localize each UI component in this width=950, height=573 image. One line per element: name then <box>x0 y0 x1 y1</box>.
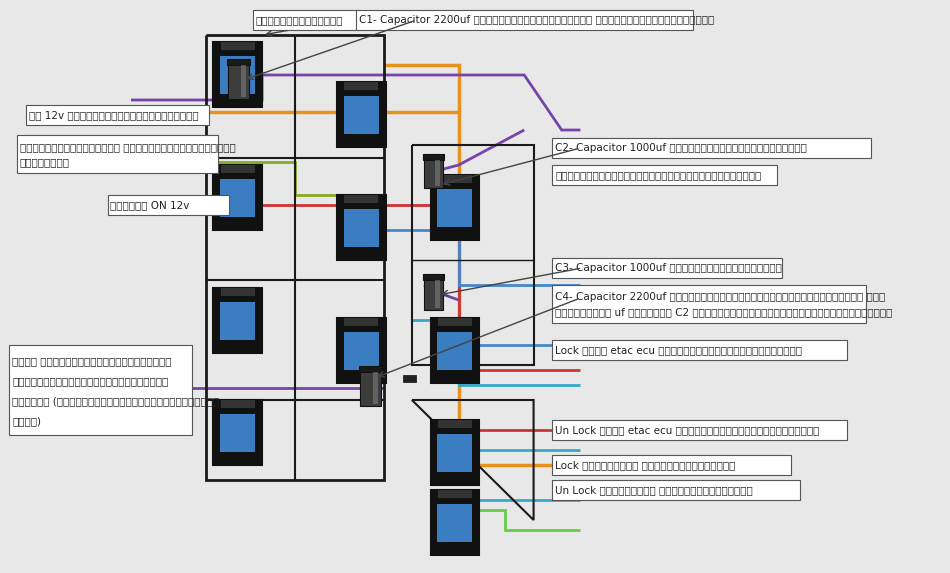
Text: ไฟ 12v ที่มีการจ่ายกระแสตลอด: ไฟ 12v ที่มีการจ่ายกระแสตลอด <box>29 110 199 120</box>
Text: Lock ชึ้งประตู จ่ายไฟชั่วครั้ง: Lock ชึ้งประตู จ่ายไฟชั่วครั้ง <box>555 460 735 470</box>
FancyBboxPatch shape <box>17 135 219 173</box>
FancyBboxPatch shape <box>253 10 360 30</box>
Bar <box>337 82 386 147</box>
Bar <box>438 318 472 326</box>
Bar <box>220 400 255 408</box>
Bar <box>337 195 386 260</box>
FancyBboxPatch shape <box>552 340 847 360</box>
Bar <box>227 59 250 65</box>
Text: ครับ): ครับ) <box>12 416 41 426</box>
Bar <box>423 154 444 160</box>
Text: ไม่ทำงาน: ไม่ทำงาน <box>20 158 69 167</box>
Bar <box>214 165 262 230</box>
Bar <box>430 420 480 485</box>
Bar <box>430 490 480 555</box>
Bar <box>435 160 440 186</box>
Bar <box>360 370 381 406</box>
FancyBboxPatch shape <box>10 345 192 435</box>
Text: C3- Capacitor 1000uf หน่วงเวลาประตูแง้ม: C3- Capacitor 1000uf หน่วงเวลาประตูแง้ม <box>555 263 782 273</box>
Bar <box>372 372 378 404</box>
Bar <box>435 280 440 308</box>
FancyBboxPatch shape <box>355 10 693 30</box>
Bar <box>437 434 472 472</box>
Text: กราวด์ลงตัวถัง: กราวด์ลงตัวถัง <box>256 15 343 25</box>
FancyBboxPatch shape <box>552 455 791 475</box>
Bar <box>438 175 472 183</box>
Bar <box>344 195 378 203</box>
Bar <box>430 318 480 383</box>
Text: C2- Capacitor 1000uf ทำหน้าที่อึดประตูประตู: C2- Capacitor 1000uf ทำหน้าที่อึดประตูปร… <box>555 143 807 153</box>
Bar <box>424 158 443 188</box>
Bar <box>437 504 472 542</box>
Text: ไดโอด์ป้องกันไม่ให้กระแสไฟไหลกลับ: ไดโอด์ป้องกันไม่ให้กระแสไฟไหลกลับ <box>555 170 761 180</box>
FancyBboxPatch shape <box>552 138 870 158</box>
Text: เบรก เส้นนี้จะจ่ายสัญญาณลบ: เบรก เส้นนี้จะจ่ายสัญญาณลบ <box>12 356 172 366</box>
Bar <box>228 63 249 99</box>
Bar <box>220 288 255 296</box>
Text: Lock ชึ้ง etac ecu ไฟที่ออกมาเป็นชั่วครั้ง: Lock ชึ้ง etac ecu ไฟที่ออกมาเป็นชั่วครั… <box>555 345 802 355</box>
Text: ตลอดเมื่อกดเบรกจะทำการตัด: ตลอดเมื่อกดเบรกจะทำการตัด <box>12 376 168 386</box>
Bar <box>337 318 386 383</box>
Bar <box>220 42 255 50</box>
Bar <box>438 420 472 428</box>
Bar <box>220 179 256 217</box>
Bar <box>344 318 378 326</box>
FancyBboxPatch shape <box>27 105 209 125</box>
Bar <box>344 332 379 370</box>
Bar <box>437 189 472 227</box>
Bar <box>344 209 379 247</box>
Text: C4- Capacitor 2200uf เพื่อตัดระบบเส้นทรัลสัดจากประตู และ: C4- Capacitor 2200uf เพื่อตัดระบบเส้นทรั… <box>555 292 885 302</box>
FancyBboxPatch shape <box>552 285 865 323</box>
Bar <box>423 274 444 280</box>
Bar <box>240 65 246 97</box>
Text: สัญญาณ (จากที่ผมใช้มิเตอร์วัดตูแนะ: สัญญาณ (จากที่ผมใช้มิเตอร์วัดตูแนะ <box>12 396 219 406</box>
Bar <box>424 278 443 310</box>
Bar <box>344 82 378 90</box>
Bar <box>214 42 262 107</box>
Bar <box>430 175 480 240</box>
FancyBboxPatch shape <box>552 258 782 278</box>
Bar <box>220 414 256 452</box>
Bar <box>220 303 256 340</box>
Bar <box>220 56 256 94</box>
Bar <box>359 366 382 372</box>
Text: C1- Capacitor 2200uf หรือมากกว่านี้ก็ได้ ใช้หน่วงไฟประตูแง้ม: C1- Capacitor 2200uf หรือมากกว่านี้ก็ได้… <box>358 15 713 25</box>
Text: สวิตช์ ON 12v: สวิตช์ ON 12v <box>110 200 190 210</box>
Bar <box>438 490 472 498</box>
Text: สายเช็คประตูแง้ม ถ้าประตูแง้มระบบจะ: สายเช็คประตูแง้ม ถ้าประตูแง้มระบบจะ <box>20 142 236 152</box>
Bar <box>214 400 262 465</box>
FancyBboxPatch shape <box>107 195 229 215</box>
FancyBboxPatch shape <box>552 420 847 440</box>
Bar <box>220 165 255 173</box>
Text: ต้องมีค่า uf มากกว่า C2 เสมอถ้าน้อยกว่าระบบสัดจะไม่ทำงาน: ต้องมีค่า uf มากกว่า C2 เสมอถ้าน้อยกว่าร… <box>555 307 892 317</box>
Text: Un Lock ชึ้ง etac ecu ไฟที่ออกมาเป็นชั่วครั้ง: Un Lock ชึ้ง etac ecu ไฟที่ออกมาเป็นชั่ว… <box>555 425 820 435</box>
Bar <box>214 288 262 353</box>
FancyBboxPatch shape <box>552 480 800 500</box>
Bar <box>344 96 379 134</box>
Bar <box>403 375 416 382</box>
FancyBboxPatch shape <box>552 165 777 185</box>
Bar <box>437 332 472 370</box>
Text: Un Lock ชึ้งประตู จ่ายไฟชั่วครั้ง: Un Lock ชึ้งประตู จ่ายไฟชั่วครั้ง <box>555 485 752 495</box>
